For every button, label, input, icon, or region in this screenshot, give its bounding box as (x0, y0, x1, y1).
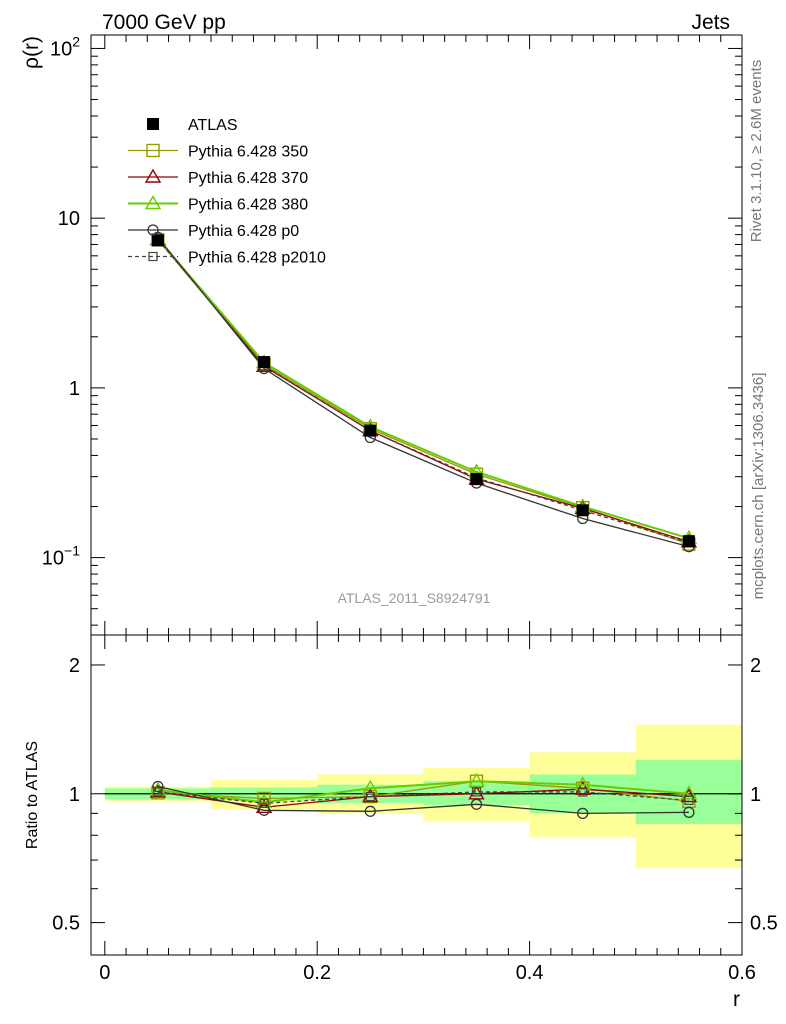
data-curves (149, 230, 698, 820)
axis-labels: 0 0.2 0.4 0.6 10−1 1 10 102 0.5 0.5 1 1 2 2 (42, 33, 778, 984)
ratio-series-pythia-6-428-p0 (152, 780, 695, 820)
analysis-watermark: ATLAS_2011_S8924791 (338, 590, 491, 606)
y-tick-label: 10 (58, 208, 80, 230)
main-series-pythia-6-428-p2010 (153, 234, 694, 548)
ratio-series-line (157, 785, 689, 815)
main-series-line (157, 238, 690, 544)
ratio-data-point (152, 780, 164, 793)
ratio-data-point (680, 788, 698, 803)
main-data-point (470, 473, 483, 486)
ratio-data-point (259, 798, 269, 808)
x-axis-label: r (733, 988, 740, 1011)
ratio-data-point (365, 791, 375, 802)
legend: ATLAS Pythia 6.428 350 Pythia 6.428 370 Pyt… (128, 117, 326, 267)
ratio-y-tick-label-right: 0.5 (750, 913, 778, 935)
ratio-data-point (578, 787, 588, 797)
x-tick-label: 0 (99, 962, 110, 984)
legend-label: Pythia 6.428 380 (188, 197, 308, 214)
ratio-y-tick-label-left: 1 (69, 784, 80, 806)
main-data-point (151, 234, 164, 247)
ratio-y-tick-label-left: 2 (69, 655, 80, 677)
x-tick-label: 0.2 (303, 962, 331, 984)
ratio-data-point (362, 779, 379, 794)
ratio-panel-frame (90, 634, 743, 956)
main-series-line (157, 237, 690, 548)
ratio-data-point (364, 805, 376, 817)
y-axis-label-top: ρ(r) (20, 36, 43, 69)
ratio-data-point (153, 787, 163, 797)
main-data-point (682, 535, 695, 548)
ratio-data-point (684, 795, 694, 806)
main-series-pythia-6-428-370 (149, 230, 698, 548)
ratio-data-point (577, 807, 589, 820)
ratio-data-point (683, 806, 695, 818)
main-data-point (258, 356, 271, 369)
legend-label: Pythia 6.428 p0 (188, 223, 299, 240)
y-tick-label: 102 (50, 33, 80, 60)
ratio-data-point (257, 791, 271, 806)
main-series-line (157, 238, 690, 543)
legend-marker (144, 195, 162, 210)
y-axis-label-ratio: Ratio to ATLAS (24, 741, 41, 849)
ratio-y-tick-label-left: 0.5 (52, 913, 80, 935)
main-data-point (364, 424, 377, 437)
legend-label: ATLAS (188, 117, 238, 134)
main-series-pythia-6-428-380 (149, 230, 698, 544)
rivet-version-note: Rivet 3.1.10, ≥ 2.6M events (748, 60, 765, 243)
ratio-y-tick-label-right: 1 (750, 784, 761, 806)
main-series-pythia-6-428-350 (151, 233, 696, 551)
panel-frames (90, 34, 743, 956)
legend-marker (144, 168, 162, 183)
main-series-line (157, 239, 690, 545)
legend-label: Pythia 6.428 370 (188, 170, 308, 187)
legend-marker (147, 224, 159, 236)
main-series-atlas (151, 234, 695, 548)
ratio-y-tick-label-right: 2 (750, 655, 761, 677)
ratio-series-line (157, 780, 689, 804)
legend-marker (147, 118, 159, 130)
title-right: Jets (691, 11, 730, 34)
legend-marker (148, 251, 158, 262)
x-tick-label: 0.6 (728, 962, 756, 984)
y-tick-label: 10−1 (42, 543, 80, 570)
legend-label: Pythia 6.428 p2010 (188, 250, 326, 267)
ratio-data-point (574, 776, 591, 791)
ratio-data-point (471, 787, 482, 797)
ratio-data-point (680, 785, 698, 800)
ratio-series-pythia-6-428-p2010 (153, 787, 694, 808)
ratio-data-point (258, 804, 270, 816)
ratio-data-point (468, 772, 485, 787)
ratio-series-line (157, 791, 689, 804)
legend-marker (146, 143, 160, 158)
ratio-series-line (157, 788, 689, 808)
main-data-point (576, 504, 589, 517)
main-series-pythia-6-428-p0 (152, 231, 695, 553)
mcplots-credit: mcplots.cern.ch [arXiv:1306.3436] (750, 373, 767, 600)
stat-uncertainty-band (635, 759, 742, 824)
title-left: 7000 GeV pp (102, 11, 226, 34)
legend-label: Pythia 6.428 350 (188, 144, 308, 161)
x-tick-label: 0.4 (516, 962, 544, 984)
main-series-line (157, 238, 690, 540)
ratio-data-point (470, 798, 483, 810)
y-tick-label: 1 (69, 378, 80, 400)
